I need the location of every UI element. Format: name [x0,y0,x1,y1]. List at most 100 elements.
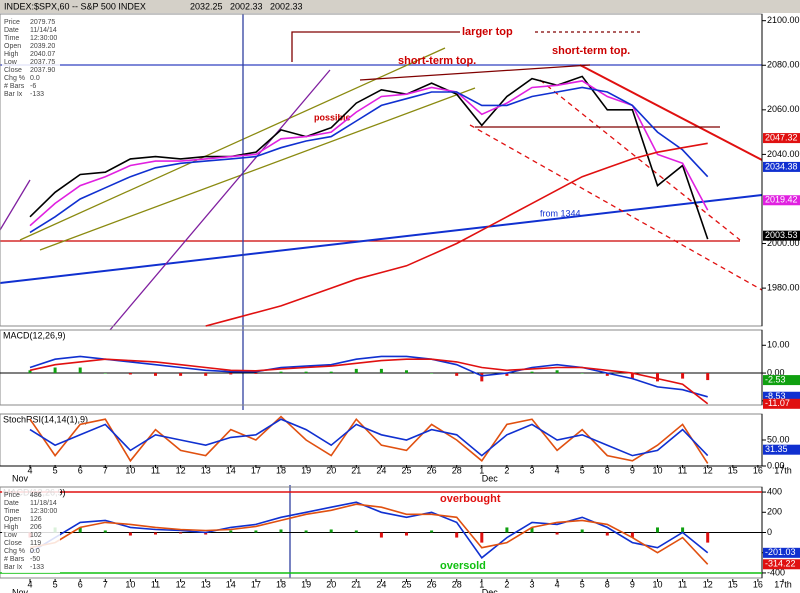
histogram-bar [580,529,584,533]
y-tick-label: 10.00 [767,340,790,350]
y-tick-label: 0 [767,527,772,537]
histogram-bar [505,527,509,533]
x-tick-label: 16 [753,579,763,589]
info-key: # Bars [4,83,25,90]
histogram-bar [455,532,459,538]
histogram-bar [405,370,408,374]
info-value: 126 [30,516,42,523]
trend-line [539,79,741,241]
trend-line [19,47,446,241]
info-key: # Bars [4,556,25,563]
histogram-bar [430,373,434,374]
x-tick-label: 12 [176,579,186,589]
bracket [291,31,460,62]
x-tick-label: 15 [728,465,738,475]
level-label: oversold [440,560,486,572]
x-tick-label: 10 [125,465,135,475]
info-value: 2040.07 [30,51,55,58]
series-line [29,75,709,240]
histogram-bar [78,527,82,533]
x-tick-label: 20 [326,579,336,589]
histogram-bar [480,373,484,382]
histogram-bar [279,529,283,533]
x-tick-label: 19 [301,579,311,589]
x-tick-label: 7 [103,579,108,589]
y-tick-label: 2060.00 [767,104,800,114]
histogram-bar [530,371,534,374]
series-line [29,355,708,398]
info-value: 12:30:00 [30,508,57,515]
x-tick-label: 16 [753,465,763,475]
histogram-bar [605,532,609,536]
y-tick-label: 50.00 [767,434,790,444]
histogram-bar [555,532,559,535]
info-key: Close [4,67,22,74]
info-box-bg [2,489,60,573]
x-tick-label: 4 [27,579,32,589]
x-tick-label: 8 [605,465,610,475]
annotation: larger top [462,26,513,38]
x-tick-label: 10 [652,465,662,475]
y-tick-label: 2100.00 [767,15,800,25]
histogram-bar [681,373,685,379]
info-key: Time [4,35,19,42]
info-key: Price [4,19,20,26]
info-value: 0.0 [30,548,40,555]
histogram-bar [28,370,32,374]
y-tick-label: 400 [767,486,782,496]
x-group-label: Nov [12,473,29,483]
x-tick-label: 17 [251,579,261,589]
last-value-box [763,133,800,144]
last-value-box [763,559,800,570]
histogram-bar [530,527,534,533]
histogram-bar [505,373,509,376]
x-tick-label: 24 [376,465,386,475]
histogram-bar [53,367,57,374]
info-value: 206 [30,524,42,531]
x-tick-label: 12 [703,579,713,589]
histogram-bar [354,368,358,374]
histogram-bar [154,532,157,535]
x-tick-label: 7 [103,465,108,475]
last-value-box [763,391,800,402]
histogram-bar [706,532,710,543]
histogram-bar [254,373,258,374]
x-tick-label: 25 [401,579,411,589]
info-box: Price 2079.75 Date 11/14/14 Time 12:30:00 Open… [2,16,60,100]
x-tick-label: 9 [630,579,635,589]
x-tick-label: 26 [427,465,437,475]
x-tick-label: 21 [351,465,361,475]
info-key: High [4,51,19,58]
x-tick-label: 19 [301,465,311,475]
info-key: Time [4,508,19,515]
histogram-bar [204,532,208,535]
x-tick-label: 12 [176,465,186,475]
x-tick-label: 17th [774,465,792,475]
histogram-bar [103,530,107,533]
histogram-bar [229,373,233,375]
histogram-bar [279,371,283,374]
last-value-label: 2047.32 [765,132,798,142]
x-tick-label: 20 [326,465,336,475]
histogram-bar [706,373,710,381]
info-key: Date [4,500,19,507]
annotation: short-term top. [552,45,630,57]
x-tick-label: 5 [580,465,585,475]
last-value-box [763,195,800,206]
x-tick-label: 10 [652,579,662,589]
x-tick-label: 3 [529,465,534,475]
info-key: High [4,524,19,531]
info-box-bg [2,16,60,100]
histogram-bar [455,373,459,376]
histogram-bar [379,368,383,374]
histogram-bar [204,373,208,376]
x-tick-label: 10 [125,579,135,589]
x-tick-label: 15 [728,579,738,589]
x-tick-label: 17 [251,465,261,475]
level-label: overbought [440,493,501,505]
info-key: Low [4,59,18,66]
panel-title: StochRSI(14,14(1),9) [3,414,88,424]
x-tick-label: 4 [27,465,32,475]
header-field: 2002.33 [270,1,303,11]
histogram-bar [555,370,559,374]
